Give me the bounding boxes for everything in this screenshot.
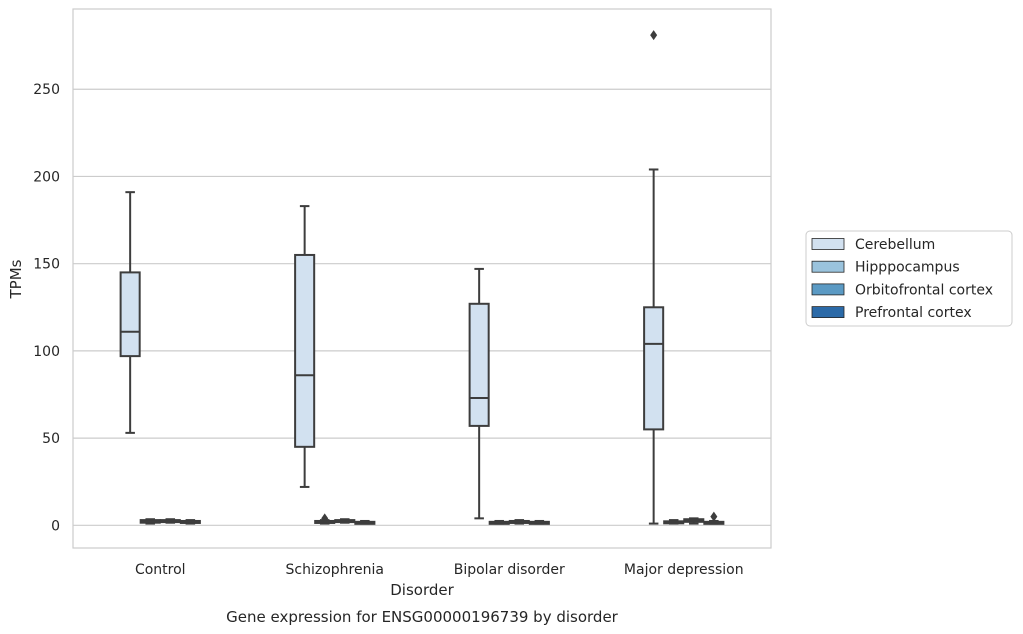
- gridlines: [73, 88, 771, 526]
- box-orbitofrontal-cortex-schizophrenia: [334, 518, 356, 524]
- y-tick-label-200: 200: [33, 169, 60, 185]
- legend-label: Prefrontal cortex: [855, 305, 972, 321]
- legend-label: Hipppocampus: [855, 260, 960, 276]
- box-orbitofrontal-cortex-major-depression: [683, 517, 705, 525]
- box-cerebellum-schizophrenia: [294, 205, 316, 488]
- box-iqr: [119, 271, 141, 358]
- legend-item-cerebellum: Cerebellum: [811, 237, 935, 253]
- series-hipppocampus: [139, 513, 685, 525]
- y-tick-label-100: 100: [33, 344, 60, 360]
- box-prefrontal-cortex-schizophrenia: [354, 519, 376, 525]
- x-tick-label-major-depression: Major depression: [624, 562, 744, 578]
- outlier-point: [650, 30, 658, 41]
- box-cerebellum-control: [119, 191, 141, 434]
- series-orbitofrontal-cortex: [159, 517, 705, 525]
- legend-swatch: [811, 306, 845, 319]
- box-iqr: [294, 253, 316, 448]
- box-iqr: [468, 302, 490, 427]
- x-tick-label-control: Control: [135, 562, 186, 578]
- legend-item-prefrontal-cortex: Prefrontal cortex: [811, 305, 972, 321]
- box-prefrontal-cortex-control: [179, 519, 201, 525]
- outlier-point: [321, 513, 329, 524]
- box-cerebellum-major-depression: [643, 30, 665, 525]
- legend-items: Cerebellum Hipppocampus Orbitofrontal cort…: [811, 237, 993, 321]
- box-hipppocampus-major-depression: [663, 519, 685, 525]
- legend: Cerebellum Hipppocampus Orbitofrontal cort…: [805, 230, 1013, 327]
- legend-item-orbitofrontal-cortex: Orbitofrontal cortex: [811, 282, 993, 298]
- x-axis-label: Disorder: [390, 581, 454, 599]
- box-orbitofrontal-cortex-bipolar-disorder: [508, 519, 530, 525]
- y-tick-labels: 0 50 100 150 200 250: [33, 82, 60, 534]
- y-tick-label-0: 0: [51, 518, 60, 534]
- x-tick-labels: Control Schizophrenia Bipolar disorder Majo…: [135, 562, 744, 578]
- x-tick-label-schizophrenia: Schizophrenia: [286, 562, 384, 578]
- legend-label: Cerebellum: [855, 237, 935, 253]
- x-tick-label-bipolar-disorder: Bipolar disorder: [454, 562, 565, 578]
- legend-swatch: [811, 238, 845, 250]
- plot-area-frame: [72, 8, 772, 549]
- legend-swatch: [811, 283, 845, 296]
- box-hipppocampus-schizophrenia: [314, 513, 336, 525]
- box-hipppocampus-control: [139, 518, 161, 525]
- y-axis-label: TPMs: [7, 259, 25, 299]
- y-tick-label-250: 250: [33, 82, 60, 98]
- legend-item-hipppocampus: Hipppocampus: [811, 260, 960, 276]
- box-cerebellum-bipolar-disorder: [468, 267, 490, 520]
- y-tick-label-150: 150: [33, 257, 60, 273]
- y-tick-label-50: 50: [42, 431, 60, 447]
- legend-swatch: [811, 260, 845, 273]
- series-cerebellum: [119, 30, 665, 525]
- box-orbitofrontal-cortex-control: [159, 518, 181, 524]
- box-hipppocampus-bipolar-disorder: [488, 519, 510, 525]
- chart-caption: Gene expression for ENSG00000196739 by d…: [226, 608, 619, 626]
- legend-label: Orbitofrontal cortex: [855, 282, 993, 298]
- box-prefrontal-cortex-major-depression: [703, 511, 725, 525]
- series-prefrontal-cortex: [179, 511, 725, 525]
- legend-frame: [805, 230, 1013, 327]
- outlier-point: [710, 511, 718, 522]
- box-prefrontal-cortex-bipolar-disorder: [528, 519, 550, 525]
- box-series: [119, 30, 725, 525]
- box-iqr: [643, 306, 665, 431]
